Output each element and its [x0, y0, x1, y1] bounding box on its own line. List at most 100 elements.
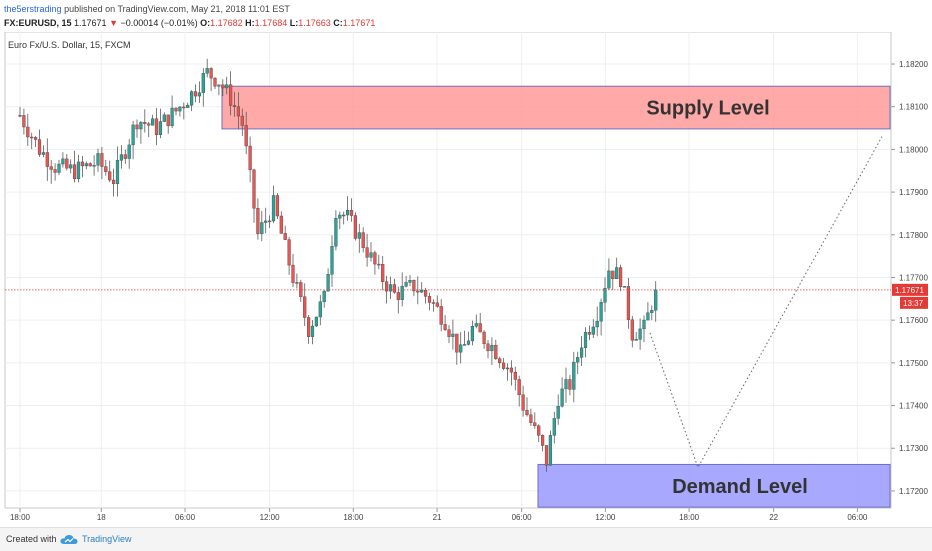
candle-body	[396, 292, 400, 300]
candle-body	[57, 163, 61, 173]
tradingview-brand-link[interactable]: TradingView	[82, 534, 132, 544]
last-price-badge	[892, 283, 928, 296]
candle-body	[84, 163, 88, 167]
candle-body	[486, 343, 490, 352]
candle-body	[361, 232, 365, 248]
candle-body	[37, 139, 42, 155]
candle-body	[626, 286, 630, 320]
candle-body	[232, 105, 237, 107]
candle-body	[424, 290, 428, 297]
candle-body	[174, 107, 178, 112]
publish-line: the5erstrading published on TradingView.…	[4, 2, 924, 16]
candle-body	[131, 124, 135, 146]
candle-body	[392, 284, 396, 293]
candle-body	[213, 77, 217, 87]
last-price-badge-label: 1.17671	[895, 286, 924, 295]
candle-body	[353, 215, 357, 239]
candle-body	[182, 106, 186, 109]
candle-body	[170, 107, 174, 127]
candle-body	[279, 215, 283, 234]
open-value: 1.17682	[210, 18, 243, 28]
y-tick-label: 1.17300	[899, 444, 928, 453]
candle-body	[385, 281, 389, 292]
chart-title: Euro Fx/U.S. Dollar, 15, FXCM	[8, 40, 131, 50]
candle-body	[654, 289, 658, 311]
candle-body	[303, 296, 307, 318]
candle-body	[201, 73, 205, 93]
candle-body	[466, 340, 471, 345]
candle-body	[205, 68, 209, 74]
candle-body	[478, 323, 482, 333]
candle-body	[123, 154, 127, 159]
candle-body	[96, 153, 100, 166]
high-label: H:	[245, 18, 255, 28]
candle-body	[166, 114, 170, 127]
candle-body	[490, 344, 494, 352]
candle-body	[443, 324, 447, 330]
x-tick-label: 12:00	[260, 513, 281, 522]
candle-body	[256, 207, 260, 234]
candle-body	[307, 317, 311, 337]
candle-body	[583, 332, 588, 349]
candle-body	[53, 169, 57, 173]
x-tick-label: 18:00	[679, 513, 700, 522]
candle-body	[568, 379, 572, 390]
y-tick-label: 1.18200	[899, 60, 928, 69]
candle-body	[373, 252, 377, 265]
countdown-badge	[900, 296, 928, 309]
chart-overlay: Supply Level Demand Level	[5, 98, 891, 498]
candle-body	[30, 136, 34, 139]
candle-body	[408, 280, 412, 283]
candle-body	[197, 92, 201, 97]
candle-body	[342, 214, 346, 217]
candle-body	[529, 414, 533, 423]
x-tick-label: 21	[433, 513, 442, 522]
candle-body	[65, 158, 69, 169]
candle-body	[22, 115, 26, 128]
candle-body	[119, 154, 123, 161]
demand-zone-label: Demand Level	[672, 476, 808, 498]
candle-body	[548, 435, 552, 466]
candle-body	[420, 290, 424, 293]
candle-body	[150, 118, 155, 126]
supply-zone[interactable]	[221, 85, 891, 130]
candle-body	[463, 344, 467, 346]
candle-body	[349, 210, 354, 216]
candle-body	[18, 115, 22, 117]
candle-body	[650, 309, 654, 313]
candle-body	[135, 124, 139, 130]
candle-body	[595, 320, 599, 328]
candle-body	[455, 333, 459, 353]
candle-body	[552, 418, 556, 436]
candle-body	[544, 445, 549, 466]
author-link[interactable]: the5erstrading	[4, 4, 62, 14]
candle-body	[41, 152, 45, 155]
candle-body	[158, 121, 162, 135]
candle-body	[357, 232, 361, 239]
candle-body	[642, 319, 646, 330]
candle-body	[88, 163, 92, 167]
candle-body	[513, 371, 517, 380]
demand-zone[interactable]	[537, 463, 891, 508]
close-value: 1.17671	[342, 18, 376, 28]
candle-body	[260, 222, 264, 234]
candle-body	[572, 361, 576, 390]
candle-body	[143, 122, 147, 124]
candle-body	[482, 331, 486, 345]
candle-body	[494, 344, 498, 359]
candle-body	[404, 282, 408, 287]
x-tick-label: 22	[769, 513, 778, 522]
candle-body	[318, 301, 322, 318]
candle-body	[439, 306, 443, 325]
y-tick-label: 1.17400	[899, 402, 928, 411]
candle-body	[599, 302, 603, 322]
y-tick-label: 1.17900	[899, 188, 928, 197]
candle-body	[189, 91, 194, 106]
candle-body	[451, 333, 455, 337]
candle-body	[509, 367, 513, 373]
candle-body	[365, 247, 369, 258]
candle-body	[34, 137, 38, 140]
candle-body	[474, 323, 478, 327]
symbol-label: FX:EURUSD, 15	[4, 18, 72, 28]
